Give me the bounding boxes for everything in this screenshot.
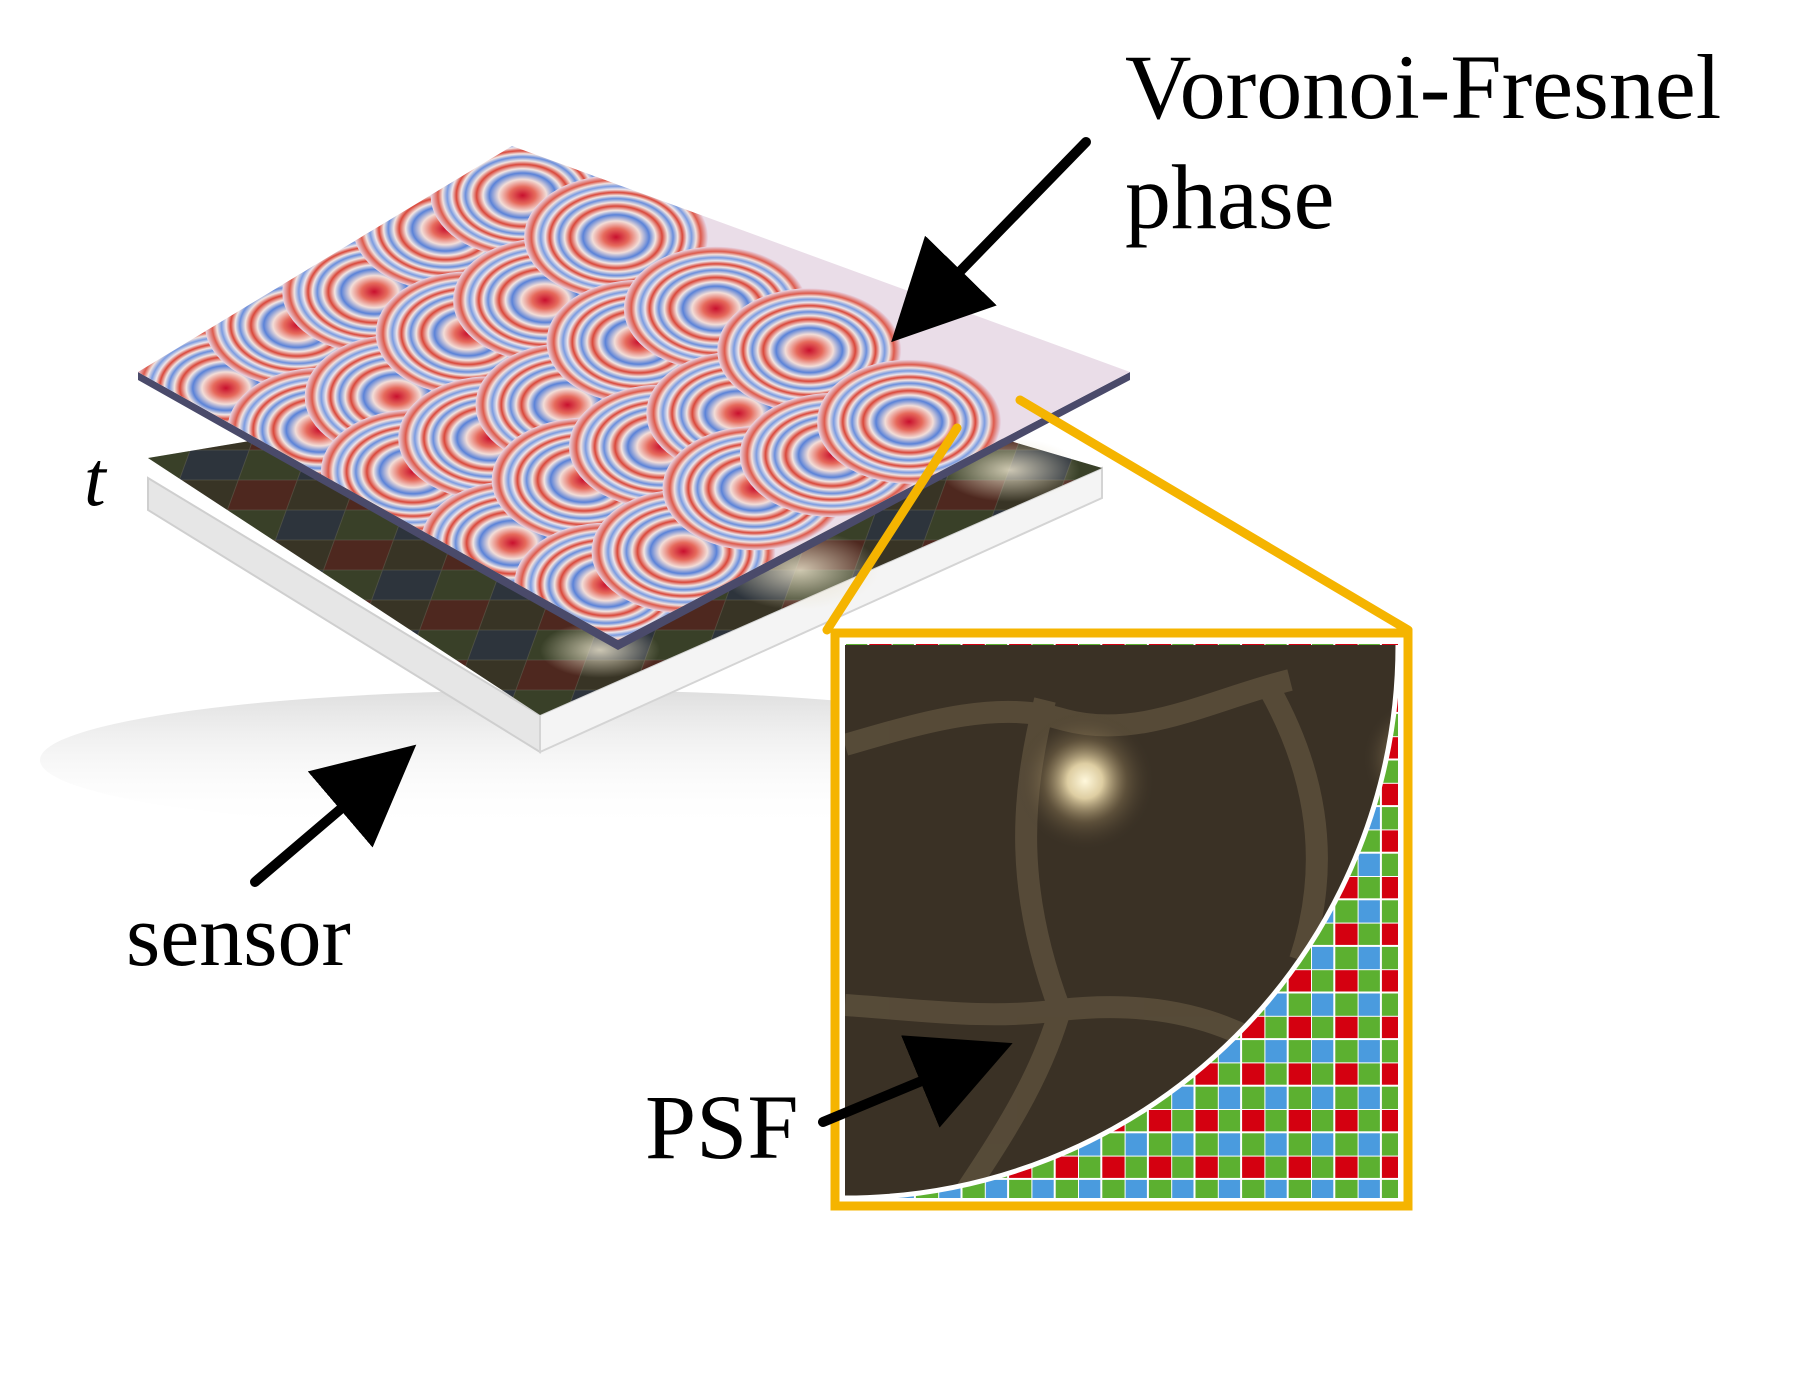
phase-arrow [891, 137, 1091, 343]
phase-label-line1: Voronoi-Fresnel [1125, 36, 1721, 138]
phase-label-line2: phase [1125, 146, 1334, 248]
psf-quarter-circle-edge [844, 644, 1401, 1201]
thickness-label: t [84, 435, 108, 522]
inset-frame [830, 628, 1413, 1211]
sensor-label: sensor [126, 888, 351, 985]
psf-inset [830, 628, 1413, 1211]
fresnel-zone [817, 359, 1002, 484]
zoom-connector [822, 395, 1413, 635]
sensor-arrow [250, 744, 417, 887]
psf-label: PSF [645, 1076, 799, 1178]
annotation-arrows [250, 137, 1091, 1128]
psf-arrow [818, 1035, 1013, 1128]
zoom-line-left [822, 423, 962, 635]
psf-peak [1015, 711, 1155, 851]
zoom-line-right [1015, 395, 1413, 635]
sensor-shadow [40, 690, 1080, 830]
